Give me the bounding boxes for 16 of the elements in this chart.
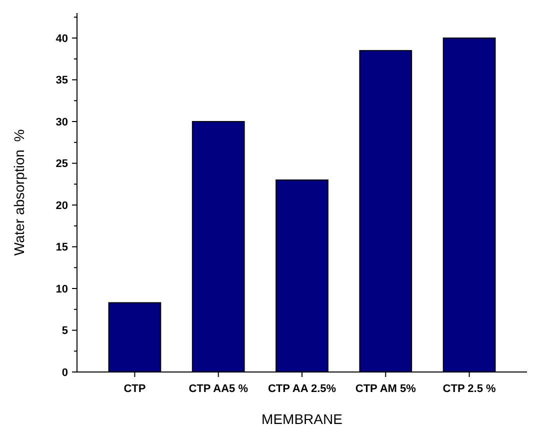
y-tick-label: 15 xyxy=(56,242,68,254)
x-tick-label: CTP AM 5% xyxy=(355,383,416,395)
y-axis-title: Water absorption % xyxy=(11,129,27,256)
y-tick-label: 0 xyxy=(62,366,68,379)
y-tick-label: 30 xyxy=(56,116,68,128)
y-tick-label: 20 xyxy=(56,200,68,212)
y-tick-label: 40 xyxy=(56,32,68,45)
y-tick-label: 10 xyxy=(56,283,68,296)
y-tick-label: 25 xyxy=(56,158,68,170)
x-tick-label: CTP AA5 % xyxy=(188,383,248,395)
x-tick-label: CTP AA 2.5% xyxy=(268,383,336,395)
y-tick-label: 35 xyxy=(56,74,68,87)
x-tick-label: CTP xyxy=(124,383,146,395)
x-tick-label: CTP 2.5 % xyxy=(442,383,496,395)
x-axis-title: MEMBRANE xyxy=(262,411,342,427)
y-tick-label: 5 xyxy=(62,325,68,338)
